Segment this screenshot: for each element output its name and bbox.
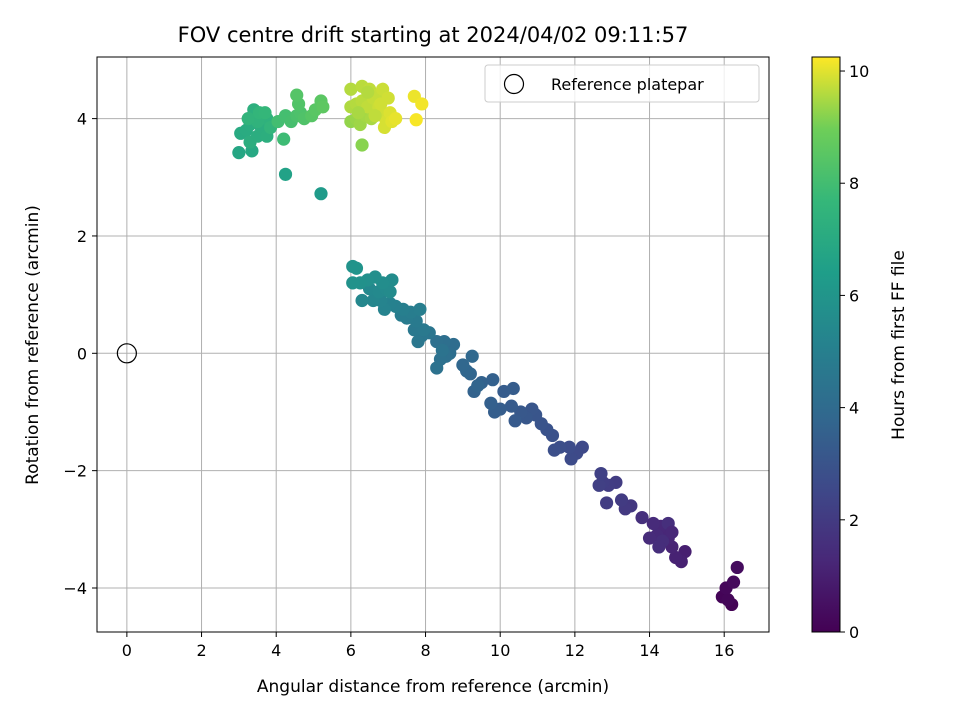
data-point: [652, 540, 666, 554]
data-point: [486, 373, 500, 387]
data-point: [316, 100, 330, 114]
data-points: [116, 79, 744, 612]
data-point: [411, 334, 425, 349]
data-point: [355, 293, 369, 308]
data-point: [389, 112, 403, 126]
x-tick-label: 2: [196, 641, 206, 660]
colorbar-gradient: [811, 56, 841, 633]
y-tick-label: −4: [63, 579, 87, 598]
x-tick-label: 6: [346, 641, 356, 660]
x-tick-label: 16: [714, 641, 734, 660]
y-tick-label: 0: [77, 344, 87, 363]
data-point: [349, 261, 364, 275]
x-tick-label: 14: [639, 641, 659, 660]
colorbar: 0 2 4 6 8 10 Hours from first FF file: [811, 56, 909, 642]
data-point: [504, 399, 518, 413]
data-point: [547, 443, 561, 457]
data-point: [232, 146, 246, 160]
data-point: [290, 88, 304, 102]
data-point: [314, 187, 328, 201]
colorbar-tick-label: 6: [849, 286, 859, 305]
grid-lines: [97, 57, 769, 632]
y-axis-label: Rotation from reference (arcmin): [23, 205, 43, 485]
data-point: [355, 138, 369, 152]
colorbar-tick-label: 2: [849, 511, 859, 530]
data-point: [346, 276, 360, 290]
data-point: [614, 493, 629, 507]
colorbar-tick-label: 8: [849, 174, 859, 193]
colorbar-label: Hours from first FF file: [889, 250, 909, 440]
data-point: [721, 593, 735, 607]
legend: Reference platepar: [484, 64, 760, 103]
data-point: [415, 97, 429, 111]
reference-point: [116, 343, 137, 364]
data-point: [726, 575, 741, 589]
data-point: [368, 109, 382, 123]
y-tick-label: 2: [77, 227, 87, 246]
data-point: [277, 132, 291, 146]
y-axis: −4 −2 0 2 4: [63, 110, 97, 598]
data-point: [506, 381, 520, 396]
data-point: [642, 531, 657, 545]
x-tick-label: 0: [122, 641, 132, 660]
data-point: [562, 440, 576, 454]
data-point: [594, 466, 608, 481]
colorbar-ticks: 0 2 4 6 8 10: [840, 62, 869, 642]
data-point: [646, 516, 660, 531]
colorbar-tick-label: 10: [849, 62, 869, 81]
x-axis: 0 2 4 6 8 10 12 14 16: [122, 632, 734, 660]
data-point: [600, 496, 614, 510]
data-point: [409, 113, 423, 127]
legend-marker: [503, 73, 525, 95]
legend-frame: [484, 64, 760, 103]
data-point: [344, 82, 358, 96]
data-point: [374, 97, 388, 111]
x-axis-label: Angular distance from reference (arcmin): [257, 677, 609, 697]
data-point: [278, 167, 293, 181]
data-point: [435, 343, 449, 357]
data-point: [417, 323, 431, 337]
data-point: [413, 302, 427, 316]
data-point: [430, 361, 444, 375]
data-point: [258, 106, 272, 120]
data-point: [635, 510, 649, 525]
data-point: [665, 525, 679, 539]
data-point: [456, 358, 470, 372]
data-point: [361, 85, 375, 99]
y-tick-label: 4: [77, 110, 87, 129]
x-tick-label: 10: [490, 641, 510, 660]
data-point: [592, 478, 606, 492]
data-point: [243, 135, 257, 149]
data-point: [465, 349, 479, 363]
data-point: [564, 452, 578, 466]
data-point: [471, 378, 485, 393]
colorbar-tick-label: 4: [849, 399, 859, 418]
data-point: [484, 396, 498, 410]
x-tick-label: 8: [420, 641, 430, 660]
data-point: [241, 112, 255, 126]
data-point: [730, 560, 744, 575]
data-point: [351, 106, 365, 120]
x-tick-label: 4: [271, 641, 281, 660]
colorbar-tick-label: 0: [849, 623, 859, 642]
y-tick-label: −2: [63, 462, 87, 481]
data-point: [669, 550, 683, 565]
data-point: [383, 285, 397, 299]
plot-area-frame: [96, 56, 770, 633]
x-tick-label: 12: [565, 641, 585, 660]
data-point: [508, 414, 522, 428]
chart-title: FOV centre drift starting at 2024/04/02 …: [178, 23, 689, 47]
legend-label: Reference platepar: [551, 75, 704, 94]
